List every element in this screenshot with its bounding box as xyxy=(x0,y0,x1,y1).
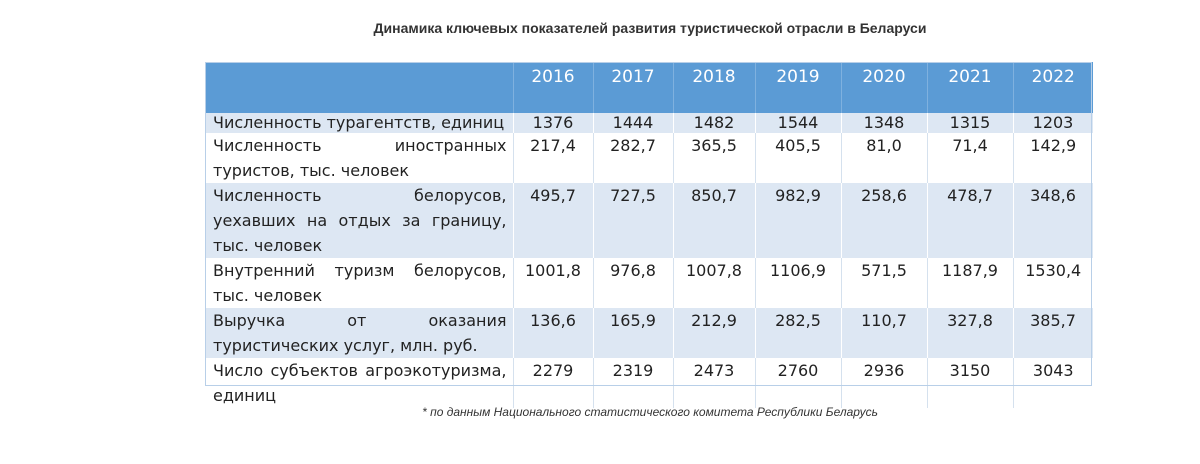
table-cell: 1544 xyxy=(755,113,842,133)
table-cell: 217,4 xyxy=(513,133,594,183)
statistics-table: 2016 2017 2018 2019 2020 2021 2022 Числе… xyxy=(205,62,1094,408)
table-row: Выручка от оказания туристических услуг,… xyxy=(205,308,1094,358)
table-cell: 136,6 xyxy=(513,308,594,358)
table-cell: 571,5 xyxy=(841,258,928,308)
table-cell: 2473 xyxy=(673,358,756,408)
table-cell: 165,9 xyxy=(593,308,674,358)
year-header: 2022 xyxy=(1013,62,1093,113)
table-cell: 1203 xyxy=(1013,113,1094,133)
row-label: Внутренний туризм белорусов, тыс. челове… xyxy=(205,258,514,308)
table-cell: 1376 xyxy=(513,113,594,133)
table-row: Численность иностранных туристов, тыс. ч… xyxy=(205,133,1093,183)
table-cell: 850,7 xyxy=(673,183,756,258)
table-cell: 365,5 xyxy=(673,133,756,183)
table-cell: 478,7 xyxy=(927,183,1014,258)
table-cell: 405,5 xyxy=(755,133,842,183)
table-cell: 142,9 xyxy=(1013,133,1093,183)
header-label-cell xyxy=(205,62,514,113)
table-cell: 282,5 xyxy=(755,308,842,358)
row-label: Число субъектов агроэкотуризма, единиц xyxy=(205,358,514,408)
table-cell: 1315 xyxy=(927,113,1014,133)
row-label: Численность турагентств, единиц xyxy=(205,113,514,133)
table-cell: 282,7 xyxy=(593,133,674,183)
page-title: Динамика ключевых показателей развития т… xyxy=(373,20,927,36)
table-cell: 2936 xyxy=(841,358,928,408)
table-cell: 348,6 xyxy=(1013,183,1094,258)
table-row: Численность турагентств, единиц 1376 144… xyxy=(205,113,1094,133)
table-cell: 3150 xyxy=(927,358,1014,408)
year-header: 2016 xyxy=(513,62,594,113)
table-cell: 1007,8 xyxy=(673,258,756,308)
table-cell: 110,7 xyxy=(841,308,928,358)
year-header: 2017 xyxy=(593,62,674,113)
table-cell: 327,8 xyxy=(927,308,1014,358)
table-cell: 3043 xyxy=(1013,358,1093,408)
table-cell: 976,8 xyxy=(593,258,674,308)
table-cell: 1482 xyxy=(673,113,756,133)
table-cell: 1187,9 xyxy=(927,258,1014,308)
table-cell: 2279 xyxy=(513,358,594,408)
year-header: 2021 xyxy=(927,62,1014,113)
table-cell: 1348 xyxy=(841,113,928,133)
row-label: Численность иностранных туристов, тыс. ч… xyxy=(205,133,514,183)
table-cell: 1530,4 xyxy=(1013,258,1093,308)
table-cell: 1001,8 xyxy=(513,258,594,308)
table-cell: 2319 xyxy=(593,358,674,408)
table-row: Число субъектов агроэкотуризма, единиц 2… xyxy=(205,358,1093,408)
table-cell: 2760 xyxy=(755,358,842,408)
footnote: * по данным Национального статистическог… xyxy=(422,405,878,419)
table-row: Численность белорусов, уехавших на отдых… xyxy=(205,183,1094,258)
table-cell: 727,5 xyxy=(593,183,674,258)
table-cell: 1106,9 xyxy=(755,258,842,308)
year-header: 2020 xyxy=(841,62,928,113)
row-label: Численность белорусов, уехавших на отдых… xyxy=(205,183,514,258)
table-cell: 385,7 xyxy=(1013,308,1094,358)
table-cell: 495,7 xyxy=(513,183,594,258)
table-cell: 71,4 xyxy=(927,133,1014,183)
year-header: 2019 xyxy=(755,62,842,113)
table-cell: 1444 xyxy=(593,113,674,133)
table-cell: 258,6 xyxy=(841,183,928,258)
table-row: Внутренний туризм белорусов, тыс. челове… xyxy=(205,258,1093,308)
table-cell: 982,9 xyxy=(755,183,842,258)
table-cell: 81,0 xyxy=(841,133,928,183)
year-header: 2018 xyxy=(673,62,756,113)
table-header-row: 2016 2017 2018 2019 2020 2021 2022 xyxy=(205,62,1093,113)
table-cell: 212,9 xyxy=(673,308,756,358)
row-label: Выручка от оказания туристических услуг,… xyxy=(205,308,514,358)
